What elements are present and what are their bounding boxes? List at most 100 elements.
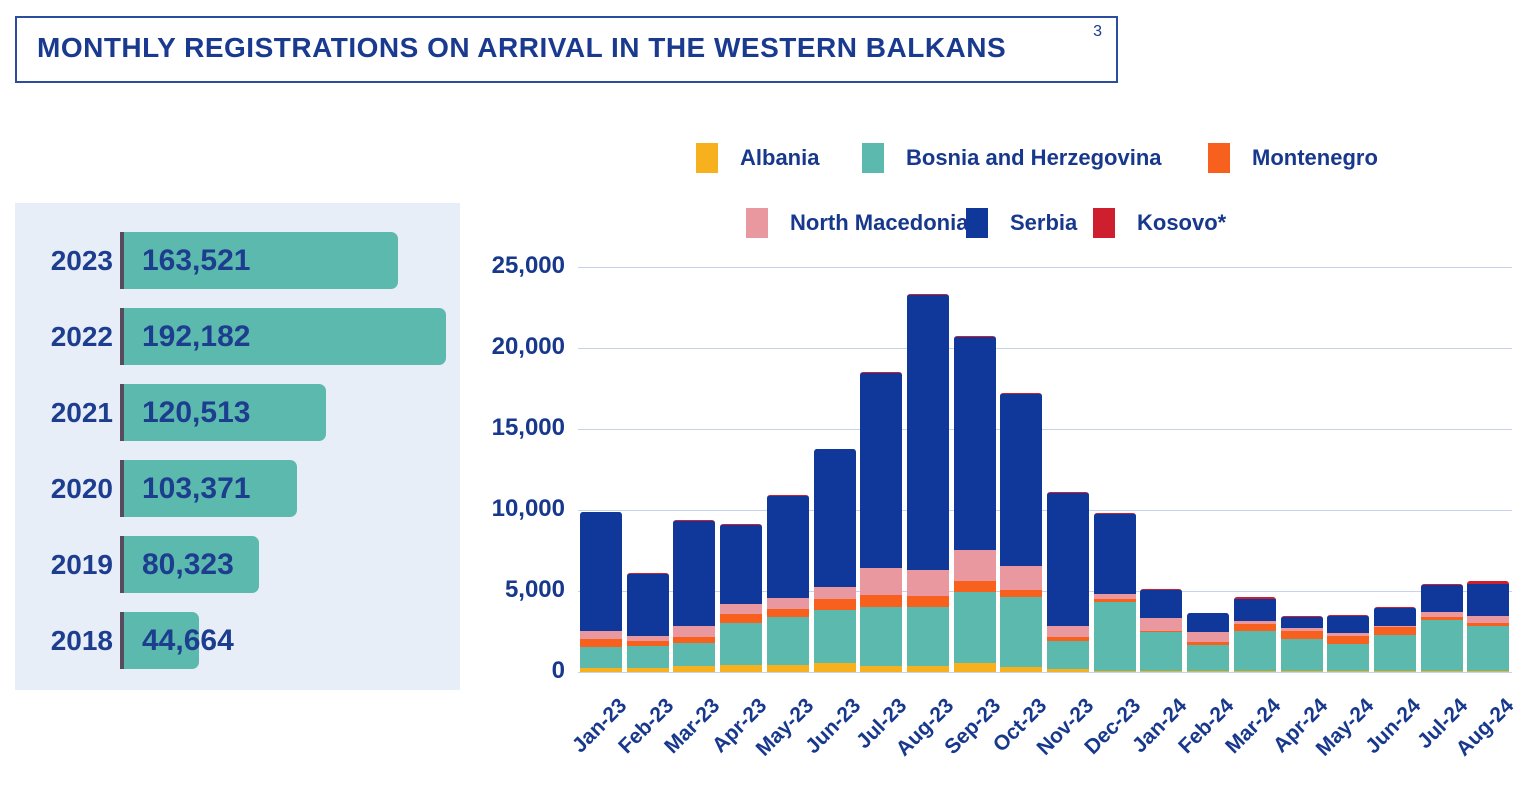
bar-segment-montenegro <box>860 595 902 607</box>
bar-segment-montenegro <box>1327 635 1369 644</box>
bar-segment-bosnia-and-herzegovina <box>1000 597 1042 667</box>
yearly-total-row: 2019 80,323 <box>23 536 460 593</box>
bar-segment-north-macedonia <box>673 626 715 637</box>
bar-segment-albania <box>720 665 762 672</box>
bar-segment-serbia <box>580 512 622 631</box>
stacked-bar-may-23 <box>767 495 809 672</box>
year-total-value: 163,521 <box>142 243 251 277</box>
bar-segment-serbia <box>627 573 669 636</box>
bar-segment-albania <box>1421 671 1463 672</box>
bar-segment-bosnia-and-herzegovina <box>1281 638 1323 672</box>
bar-segment-north-macedonia <box>1467 615 1509 624</box>
bar-segment-kosovo <box>1374 607 1416 608</box>
bar-segment-north-macedonia <box>720 604 762 615</box>
bar-segment-albania <box>1187 671 1229 672</box>
bar-segment-kosovo <box>673 520 715 522</box>
bar-segment-bosnia-and-herzegovina <box>1047 640 1089 670</box>
bar-segment-montenegro <box>627 641 669 646</box>
legend-swatch-montenegro <box>1208 143 1230 173</box>
legend-label: Kosovo* <box>1137 210 1227 235</box>
bar-segment-north-macedonia <box>814 586 856 600</box>
gridline <box>578 672 1512 673</box>
stacked-bar-jan-24 <box>1140 589 1182 672</box>
yearly-totals-panel: 2023 163,521 2022 192,182 2021 120,513 2020 103… <box>15 203 460 690</box>
bar-segment-montenegro <box>673 636 715 644</box>
bar-segment-albania <box>814 663 856 672</box>
bar-segment-bosnia-and-herzegovina <box>814 609 856 664</box>
bar-segment-kosovo <box>1094 513 1136 514</box>
bar-segment-serbia <box>1467 583 1509 616</box>
bar-segment-kosovo <box>720 523 762 525</box>
year-total-value: 44,664 <box>142 623 234 657</box>
bar-segment-serbia <box>720 524 762 605</box>
bar-segment-north-macedonia <box>1094 594 1136 600</box>
stacked-bar-jul-24 <box>1421 583 1463 672</box>
gridline <box>578 510 1512 511</box>
bar-segment-north-macedonia <box>1047 625 1089 637</box>
stacked-bar-jun-24 <box>1374 607 1416 672</box>
legend-swatch-serbia <box>966 208 988 238</box>
yearly-total-row: 2018 44,664 <box>23 612 460 669</box>
stacked-bar-jul-23 <box>860 372 902 672</box>
bar-segment-montenegro <box>954 580 996 592</box>
bar-segment-bosnia-and-herzegovina <box>1374 634 1416 672</box>
stacked-bar-dec-23 <box>1094 513 1136 672</box>
bar-segment-montenegro <box>1140 630 1182 633</box>
bar-segment-kosovo <box>767 495 809 497</box>
bar-segment-north-macedonia <box>767 597 809 610</box>
year-label: 2018 <box>50 624 113 656</box>
stacked-bar-apr-23 <box>720 523 762 672</box>
bar-segment-montenegro <box>1234 624 1276 632</box>
bar-segment-north-macedonia <box>580 630 622 639</box>
bar-segment-albania <box>1327 671 1369 672</box>
bar-segment-bosnia-and-herzegovina <box>1421 619 1463 672</box>
year-label: 2021 <box>50 396 113 428</box>
legend-label: Albania <box>740 145 820 170</box>
page-title: MONTHLY REGISTRATIONS ON ARRIVAL IN THE … <box>37 32 1007 63</box>
bar-segment-north-macedonia <box>860 568 902 596</box>
gridline <box>578 429 1512 430</box>
bar-segment-serbia <box>1421 584 1463 612</box>
bar-segment-montenegro <box>1281 630 1323 639</box>
bar-segment-montenegro <box>814 599 856 610</box>
bar-segment-serbia <box>767 496 809 598</box>
bar-segment-serbia <box>1187 613 1229 632</box>
year-total-bar: 163,521 <box>120 232 398 289</box>
bar-segment-bosnia-and-herzegovina <box>954 591 996 663</box>
stacked-bar-aug-24 <box>1467 580 1509 672</box>
bar-segment-albania <box>580 668 622 672</box>
bar-segment-montenegro <box>1187 642 1229 645</box>
stacked-bar-apr-24 <box>1281 616 1323 672</box>
bar-segment-kosovo <box>907 293 949 295</box>
bar-segment-albania <box>1281 671 1323 672</box>
gridline <box>578 591 1512 592</box>
bar-segment-bosnia-and-herzegovina <box>907 607 949 666</box>
bar-segment-serbia <box>1000 394 1042 567</box>
bar-segment-bosnia-and-herzegovina <box>1140 632 1182 672</box>
bar-segment-kosovo <box>1421 583 1463 585</box>
bar-segment-bosnia-and-herzegovina <box>1467 625 1509 672</box>
bar-segment-kosovo <box>580 511 622 513</box>
bar-segment-serbia <box>1327 615 1369 634</box>
bar-segment-bosnia-and-herzegovina <box>627 645 669 669</box>
bar-segment-serbia <box>954 336 996 550</box>
legend-swatch-albania <box>696 143 718 173</box>
bar-segment-north-macedonia <box>1140 618 1182 631</box>
bar-segment-montenegro <box>1421 617 1463 620</box>
bar-segment-serbia <box>1234 599 1276 621</box>
bar-segment-kosovo <box>1000 393 1042 395</box>
stacked-bar-jan-23 <box>580 511 622 672</box>
year-total-bar: 192,182 <box>120 308 446 365</box>
legend-swatch-kosovo <box>1093 208 1115 238</box>
stacked-bar-oct-23 <box>1000 393 1042 672</box>
year-total-value: 120,513 <box>142 395 251 429</box>
y-axis-tick-label: 5,000 <box>504 576 565 603</box>
bar-segment-albania <box>1467 671 1509 672</box>
year-label: 2020 <box>50 472 113 504</box>
bar-segment-montenegro <box>1000 589 1042 598</box>
year-label: 2023 <box>50 244 113 276</box>
year-total-bar: 103,371 <box>120 460 297 517</box>
bar-segment-kosovo <box>954 335 996 337</box>
legend-label: Bosnia and Herzegovina <box>906 145 1162 170</box>
